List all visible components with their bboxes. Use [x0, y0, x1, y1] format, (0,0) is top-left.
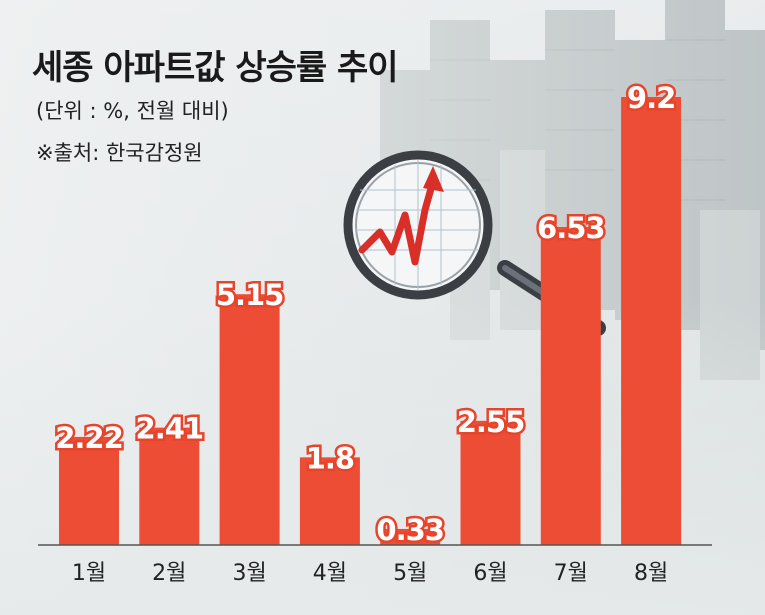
x-tick-label: 3월	[232, 561, 266, 586]
bar-2월	[139, 427, 200, 545]
source-note: ※출처: 한국감정원	[36, 141, 203, 165]
bar-value-label: 2.41	[136, 412, 204, 446]
x-tick-label: 2월	[152, 561, 186, 586]
bar-7월	[540, 227, 601, 545]
chart-title: 세종 아파트값 상승률 추이	[32, 48, 399, 88]
bar-6월	[460, 420, 521, 545]
unit-note: (단위 : %, 전월 대비)	[36, 99, 229, 123]
x-tick-label: 7월	[554, 561, 588, 586]
bar-value-label: 5.15	[216, 278, 284, 312]
x-tick-label: 8월	[634, 561, 668, 586]
bar-value-label: 0.33	[376, 513, 444, 547]
bar-4월	[299, 457, 360, 545]
bar-value-label: 2.55	[457, 405, 525, 439]
bar-5월	[380, 528, 441, 545]
bar-value-label: 9.2	[627, 81, 675, 115]
x-tick-label: 4월	[313, 561, 347, 586]
bar-8월	[621, 97, 682, 545]
x-tick-label: 1월	[72, 561, 106, 586]
bar-3월	[219, 294, 280, 545]
bar-1월	[59, 436, 119, 545]
bar-value-label: 1.8	[306, 441, 354, 475]
bar-value-label: 2.22	[55, 421, 123, 455]
bar-value-label: 6.53	[537, 211, 605, 245]
x-tick-label: 5월	[393, 561, 427, 586]
x-tick-label: 6월	[473, 561, 507, 586]
